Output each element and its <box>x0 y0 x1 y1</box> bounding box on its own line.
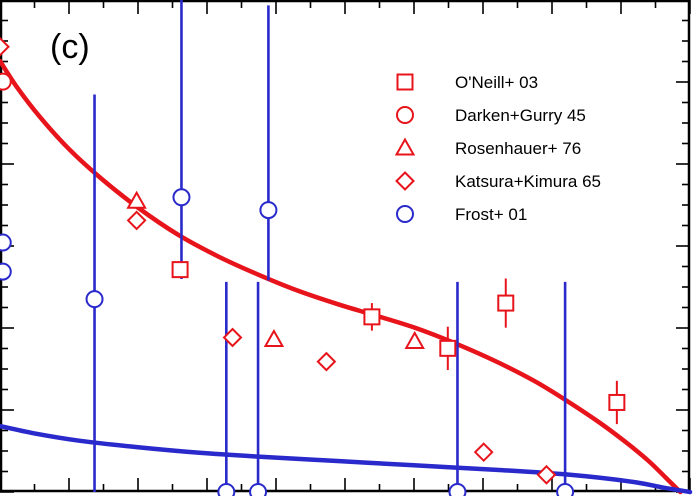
legend-label: Katsura+Kimura 65 <box>455 172 601 191</box>
legend-circle-marker <box>396 205 414 223</box>
diamond-marker <box>536 464 557 485</box>
legend: O'Neill+ 03 Darken+Gurry 45 Rosenhauer+ 76… <box>394 73 601 224</box>
square-marker <box>439 339 457 357</box>
circle-marker <box>0 233 12 252</box>
legend-square-marker <box>396 73 414 91</box>
panel-label: (c) <box>50 28 90 66</box>
circle-marker <box>85 290 104 309</box>
triangle-marker <box>126 190 147 209</box>
blue-fit-curve <box>0 423 693 495</box>
circle-marker <box>556 483 575 496</box>
diamond-marker <box>316 351 337 372</box>
legend-label: Darken+Gurry 45 <box>455 106 586 125</box>
square-marker <box>497 294 515 312</box>
circle-marker <box>217 483 236 496</box>
fit-curves <box>0 58 693 495</box>
error-bars <box>93 0 618 492</box>
legend-diamond-marker <box>395 171 415 191</box>
legend-label: Frost+ 01 <box>455 205 527 224</box>
square-marker <box>171 261 189 279</box>
square-marker <box>363 308 381 326</box>
diamond-marker <box>0 36 10 57</box>
diamond-marker <box>222 327 243 348</box>
red-fit-curve <box>0 58 683 495</box>
data-points <box>0 36 626 496</box>
triangle-marker <box>404 330 425 349</box>
legend-label: Rosenhauer+ 76 <box>455 139 581 158</box>
diamond-marker <box>473 442 494 463</box>
legend-triangle-marker <box>394 137 416 156</box>
circle-marker <box>259 201 278 220</box>
circle-marker <box>172 188 191 207</box>
diamond-marker <box>126 210 147 231</box>
circle-marker <box>249 483 268 496</box>
legend-label: O'Neill+ 03 <box>455 73 538 92</box>
circle-marker <box>0 72 12 91</box>
square-marker <box>608 393 626 411</box>
legend-circle-marker <box>396 106 414 124</box>
circle-marker <box>0 262 12 281</box>
triangle-marker <box>263 328 285 347</box>
circle-marker <box>448 483 467 496</box>
